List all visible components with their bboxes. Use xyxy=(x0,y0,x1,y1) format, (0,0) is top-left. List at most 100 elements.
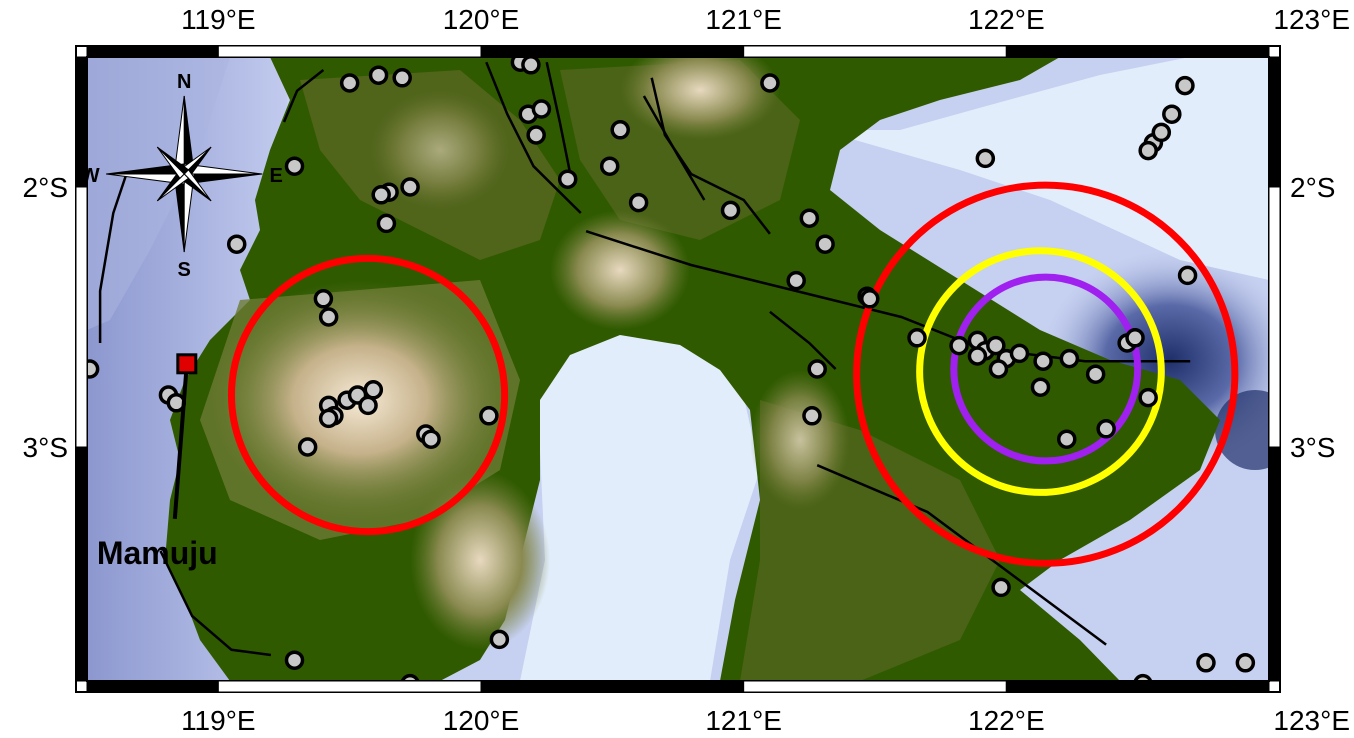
earthquake-event xyxy=(859,289,880,309)
earthquake-event xyxy=(1196,653,1216,673)
x-tick-label-top: 123°E xyxy=(1273,4,1350,35)
compass-minor-point xyxy=(156,173,190,202)
earthquake-event xyxy=(371,185,391,205)
earthquake-event xyxy=(1030,377,1051,397)
x-tick-label-top: 121°E xyxy=(705,4,782,35)
earthquake-event xyxy=(1235,653,1256,673)
x-tick-label-bottom: 120°E xyxy=(443,705,520,736)
earthquake-event xyxy=(988,359,1009,379)
latimojong-highlands xyxy=(410,470,550,650)
earthquake-event xyxy=(1125,328,1145,348)
compass-south-label: S xyxy=(178,259,191,281)
frame-segment xyxy=(75,186,88,448)
frame-segment xyxy=(480,45,745,58)
earthquake-event xyxy=(521,57,541,75)
earthquake-event xyxy=(802,406,822,426)
earthquake-event xyxy=(557,169,578,189)
earthquake-event xyxy=(807,359,827,379)
earthquake-event xyxy=(226,234,247,254)
earthquake-event xyxy=(87,359,100,379)
purple-ring xyxy=(950,273,1142,465)
fault-line xyxy=(485,61,582,214)
earthquake-event xyxy=(907,328,927,348)
earthquake-event xyxy=(479,406,499,426)
x-tick-label-top: 120°E xyxy=(443,4,520,35)
frame-segment xyxy=(480,680,745,693)
earthquake-event xyxy=(1009,343,1030,364)
red-ring-west xyxy=(227,254,509,536)
earthquake-event xyxy=(1096,419,1116,439)
red-ring-east xyxy=(853,181,1239,567)
city-label: Mamuju xyxy=(97,535,218,571)
earthquake-event xyxy=(760,73,780,93)
fault-line xyxy=(545,61,575,188)
earthquake-event xyxy=(1133,673,1153,681)
earthquake-event xyxy=(421,429,441,449)
southeast-highlands xyxy=(750,370,850,510)
earthquake-event xyxy=(815,234,835,254)
compass-north-label: N xyxy=(177,71,191,93)
earthquake-event xyxy=(599,156,620,176)
y-tick-label-left: 3°S xyxy=(23,432,68,463)
compass-minor-point xyxy=(156,146,185,180)
earthquake-event xyxy=(628,192,649,213)
x-tick-label-bottom: 122°E xyxy=(968,705,1045,736)
frame-segment xyxy=(86,680,219,693)
earthquake-event xyxy=(991,577,1011,598)
frame-segment xyxy=(743,680,1007,693)
city-leader-line xyxy=(172,363,189,519)
earthquake-event xyxy=(1033,351,1053,371)
x-tick-label-top: 122°E xyxy=(968,4,1045,35)
earthquake-event xyxy=(1138,387,1158,408)
earthquake-event xyxy=(313,289,334,309)
fault-line xyxy=(650,77,771,235)
west-sea-deep xyxy=(87,57,230,330)
fault-line xyxy=(159,550,272,657)
earthquake-event xyxy=(1056,429,1077,449)
bone-bay-shelf xyxy=(520,330,760,681)
earthquake-event xyxy=(786,270,806,291)
x-tick-label-bottom: 123°E xyxy=(1273,705,1350,736)
city-marker-group: Mamuju xyxy=(97,353,218,571)
frame-segment xyxy=(217,45,482,58)
earthquake-event xyxy=(284,650,305,670)
y-tick-label-left: 2°S xyxy=(23,172,68,203)
earthquake-event xyxy=(318,408,339,429)
earthquake-event xyxy=(1138,140,1158,161)
frame-segment xyxy=(1268,446,1281,682)
earthquake-event xyxy=(1177,265,1198,286)
earthquake-event xyxy=(967,346,988,366)
frame-segment xyxy=(217,680,482,693)
fault-line xyxy=(282,69,325,123)
earthquake-event xyxy=(489,629,510,650)
yellow-ring xyxy=(916,247,1165,496)
x-tick-label-bottom: 119°E xyxy=(181,705,256,736)
axis-labels: 119°E 119°E 120°E 120°E 121°E 121°E 122°E 122°E… xyxy=(23,4,1350,736)
y-tick-label-right: 3°S xyxy=(1290,432,1335,463)
y-tick-label-right: 2°S xyxy=(1290,172,1335,203)
x-tick-label-bottom: 121°E xyxy=(705,705,782,736)
rings-layer xyxy=(227,181,1239,567)
earthquake-event xyxy=(318,307,339,327)
frame-segment xyxy=(1005,680,1270,693)
frame-segment xyxy=(86,45,219,58)
earthquake-event xyxy=(400,177,420,197)
compass-east-label: E xyxy=(270,165,283,187)
frame-segment xyxy=(1268,56,1281,188)
earthquake-event xyxy=(610,120,630,140)
fault-line xyxy=(98,173,128,343)
earthquake-event xyxy=(720,200,741,221)
earthquake-event xyxy=(376,213,397,234)
earthquake-event xyxy=(368,65,389,85)
frame-segment xyxy=(1268,186,1281,448)
earthquake-event xyxy=(363,380,384,400)
x-tick-label-top: 119°E xyxy=(181,4,256,35)
fault-line xyxy=(642,95,706,201)
events-layer xyxy=(87,57,1256,681)
fault-line xyxy=(769,310,837,370)
map-frame xyxy=(75,45,1281,693)
frame-segment xyxy=(75,56,88,188)
fault-line xyxy=(585,230,1191,363)
city-square-marker xyxy=(176,353,198,375)
